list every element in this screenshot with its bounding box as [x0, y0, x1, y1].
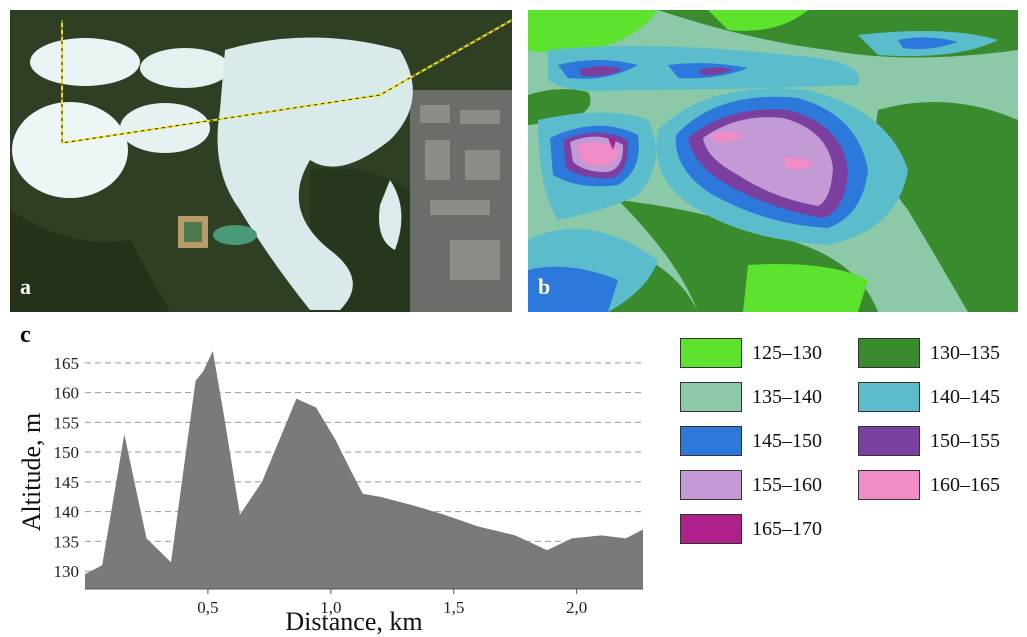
legend-item: 130–135	[858, 338, 1000, 368]
legend-swatch	[858, 426, 920, 456]
legend-item: 165–170	[680, 514, 822, 544]
legend-item: 160–165	[858, 470, 1000, 500]
legend-swatch	[680, 470, 742, 500]
elevation-map	[528, 10, 1018, 312]
x-tick-label: 1,5	[443, 598, 464, 617]
panel-c-label: c	[20, 322, 31, 348]
legend-swatch	[680, 338, 742, 368]
y-tick-label: 165	[54, 354, 80, 373]
legend-swatch	[858, 382, 920, 412]
legend-swatch	[858, 338, 920, 368]
legend-label: 125–130	[752, 341, 822, 364]
altitude-area	[85, 351, 643, 589]
legend-label: 145–150	[752, 429, 822, 452]
legend-label: 155–160	[752, 473, 822, 496]
y-tick-label: 135	[54, 532, 80, 551]
panel-a-label: a	[20, 274, 31, 299]
legend-swatch	[858, 470, 920, 500]
x-tick-label: 1,0	[320, 598, 341, 617]
satellite-image	[10, 10, 512, 312]
x-tick-label: 2,0	[566, 598, 587, 617]
elevation-legend: 125–130 130–135 135–140 140–145 145–150 150–1…	[680, 338, 1020, 558]
legend-label: 130–135	[930, 341, 1000, 364]
y-tick-label: 150	[54, 443, 80, 462]
legend-swatch	[680, 382, 742, 412]
legend-label: 150–155	[930, 429, 1000, 452]
satellite-image-panel: a	[10, 10, 512, 312]
x-axis-title: Distance, km	[285, 607, 422, 636]
legend-swatch	[680, 514, 742, 544]
y-tick-label: 140	[54, 503, 80, 522]
legend-label: 165–170	[752, 517, 822, 540]
legend-item: 125–130	[680, 338, 822, 368]
legend-item: 145–150	[680, 426, 822, 456]
x-axis-ticks: 0,5 1,0 1,5 2,0	[85, 588, 643, 617]
x-tick-label: 0,5	[197, 598, 218, 617]
legend-label: 135–140	[752, 385, 822, 408]
y-axis-title: Altitude, m	[17, 413, 46, 531]
y-tick-label: 155	[54, 413, 80, 432]
y-tick-label: 160	[54, 384, 80, 403]
legend-label: 140–145	[930, 385, 1000, 408]
legend-item: 140–145	[858, 382, 1000, 412]
legend-item: 150–155	[858, 426, 1000, 456]
y-tick-label: 130	[54, 562, 80, 581]
altitude-profile-chart: 130 135 140 145 150 155 160 165 0,5 1,0 1,5 2,0 Di…	[17, 351, 643, 636]
y-tick-label: 145	[54, 473, 80, 492]
legend-swatch	[680, 426, 742, 456]
legend-item: 155–160	[680, 470, 822, 500]
y-axis-ticks: 130 135 140 145 150 155 160 165	[54, 354, 80, 581]
elevation-map-panel: b	[528, 10, 1018, 312]
panel-b-label: b	[538, 274, 551, 299]
legend-item: 135–140	[680, 382, 822, 412]
legend-label: 160–165	[930, 473, 1000, 496]
